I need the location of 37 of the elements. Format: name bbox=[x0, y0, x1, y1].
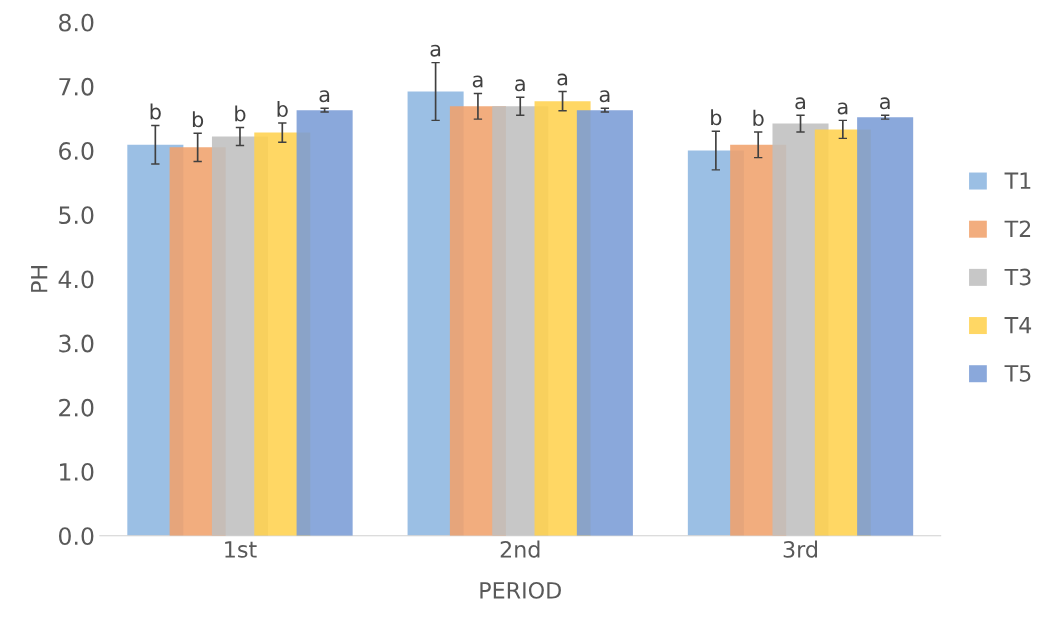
legend-label: T1 bbox=[1004, 172, 1031, 189]
data-label: a bbox=[557, 73, 568, 86]
legend-label: T4 bbox=[1004, 317, 1032, 334]
bar bbox=[296, 110, 353, 536]
x-tick-label: 1st bbox=[225, 541, 257, 558]
data-label: b bbox=[235, 105, 246, 122]
data-label: b bbox=[150, 103, 161, 120]
y-tick-label: 3.0 bbox=[59, 334, 94, 353]
legend-label: T5 bbox=[1004, 365, 1031, 382]
y-tick-label: 4.0 bbox=[58, 270, 94, 289]
y-tick-label: 5.0 bbox=[59, 206, 94, 225]
y-tick-label: 6.0 bbox=[59, 142, 94, 160]
y-tick-label: 0.0 bbox=[58, 527, 94, 546]
y-tick-label: 7.0 bbox=[59, 77, 94, 96]
data-label: b bbox=[753, 109, 764, 126]
y-axis-title: PH bbox=[31, 266, 48, 292]
data-label: a bbox=[837, 102, 848, 115]
x-tick-label: 3rd bbox=[783, 540, 817, 558]
y-tick-label: 2.0 bbox=[59, 398, 94, 417]
x-axis-title: PERIOD bbox=[480, 581, 561, 599]
legend-label: T2 bbox=[1004, 220, 1031, 237]
y-tick-label: 1.0 bbox=[60, 462, 94, 481]
data-label: a bbox=[515, 79, 525, 92]
bar bbox=[576, 110, 633, 536]
data-label: b bbox=[277, 100, 288, 118]
y-tick-label: 8.0 bbox=[59, 13, 94, 32]
data-label: b bbox=[711, 109, 722, 126]
data-label: a bbox=[472, 75, 483, 88]
x-tick-label: 2nd bbox=[500, 540, 540, 558]
legend-label: T3 bbox=[1004, 268, 1031, 286]
data-label: a bbox=[599, 90, 610, 103]
data-label: a bbox=[880, 97, 890, 110]
data-label: a bbox=[430, 44, 441, 57]
bar bbox=[857, 117, 914, 536]
data-label: b bbox=[192, 111, 204, 128]
data-label: a bbox=[319, 90, 330, 103]
data-label: a bbox=[795, 97, 805, 110]
